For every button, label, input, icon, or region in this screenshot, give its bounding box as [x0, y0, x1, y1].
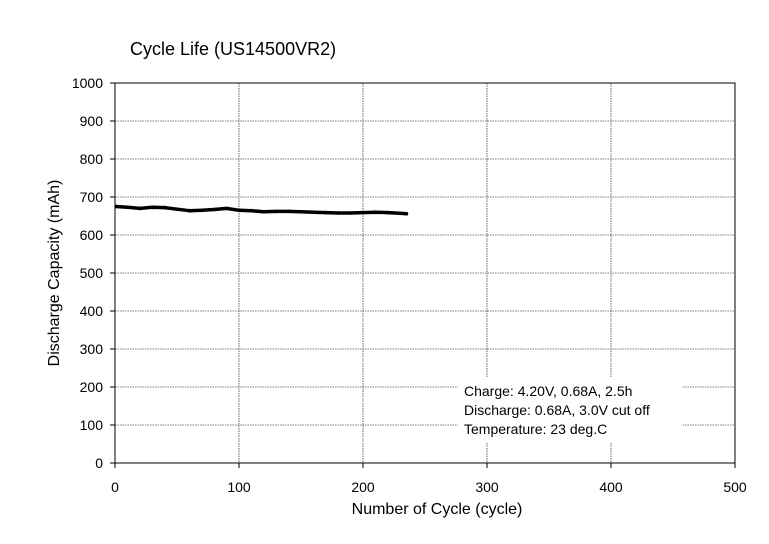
x-tick-label: 500 [723, 479, 747, 495]
x-tick-label: 200 [351, 479, 375, 495]
y-tick-label: 500 [80, 265, 104, 281]
data-point [162, 205, 167, 210]
y-axis-ticks: 0 100 200 300 400 500 600 700 800 900 1000 [72, 75, 115, 471]
x-tick-label: 400 [599, 479, 623, 495]
data-point [187, 208, 192, 213]
y-tick-label: 600 [80, 227, 104, 243]
data-point [138, 206, 142, 211]
y-tick-label: 700 [80, 189, 104, 205]
x-axis-title: Number of Cycle (cycle) [352, 501, 523, 518]
data-point [150, 205, 154, 210]
y-tick-label: 0 [95, 455, 103, 471]
data-point [404, 211, 409, 216]
data-point [373, 210, 378, 214]
data-point [125, 205, 130, 210]
y-tick-label: 100 [80, 417, 104, 433]
data-point [262, 210, 266, 214]
x-tick-label: 100 [227, 479, 251, 495]
data-point [274, 209, 279, 214]
data-point [398, 211, 403, 216]
annotation-discharge: Discharge: 0.68A, 3.0V cut off [464, 402, 650, 418]
data-point [224, 206, 229, 211]
x-tick-label: 0 [111, 479, 119, 495]
data-point [200, 208, 204, 213]
data-point [336, 211, 341, 215]
chart-title: Cycle Life (US14500VR2) [130, 39, 336, 59]
y-tick-label: 900 [80, 113, 104, 129]
data-point [286, 209, 291, 214]
annotation-temperature: Temperature: 23 deg.C [464, 421, 607, 437]
data-point [114, 204, 118, 209]
y-axis-title: Discharge Capacity (mAh) [46, 180, 63, 367]
data-point [361, 210, 365, 215]
annotation-charge: Charge: 4.20V, 0.68A, 2.5h [464, 383, 632, 399]
data-point [386, 210, 390, 215]
y-tick-label: 300 [80, 341, 104, 357]
grid-lines [115, 83, 735, 463]
y-tick-label: 1000 [72, 75, 103, 91]
data-point [311, 210, 316, 214]
data-point [299, 210, 303, 214]
data-point [249, 208, 254, 213]
series-layer [114, 204, 409, 216]
conditions-box [458, 378, 682, 442]
data-point [175, 207, 179, 211]
y-tick-label: 400 [80, 303, 104, 319]
y-tick-label: 800 [80, 151, 104, 167]
y-tick-label: 200 [80, 379, 104, 395]
data-point [348, 211, 353, 215]
data-point [324, 210, 328, 215]
x-axis-ticks: 0 100 200 300 400 500 [111, 463, 747, 495]
data-point [212, 207, 216, 212]
data-point [237, 208, 241, 213]
x-tick-label: 300 [475, 479, 499, 495]
